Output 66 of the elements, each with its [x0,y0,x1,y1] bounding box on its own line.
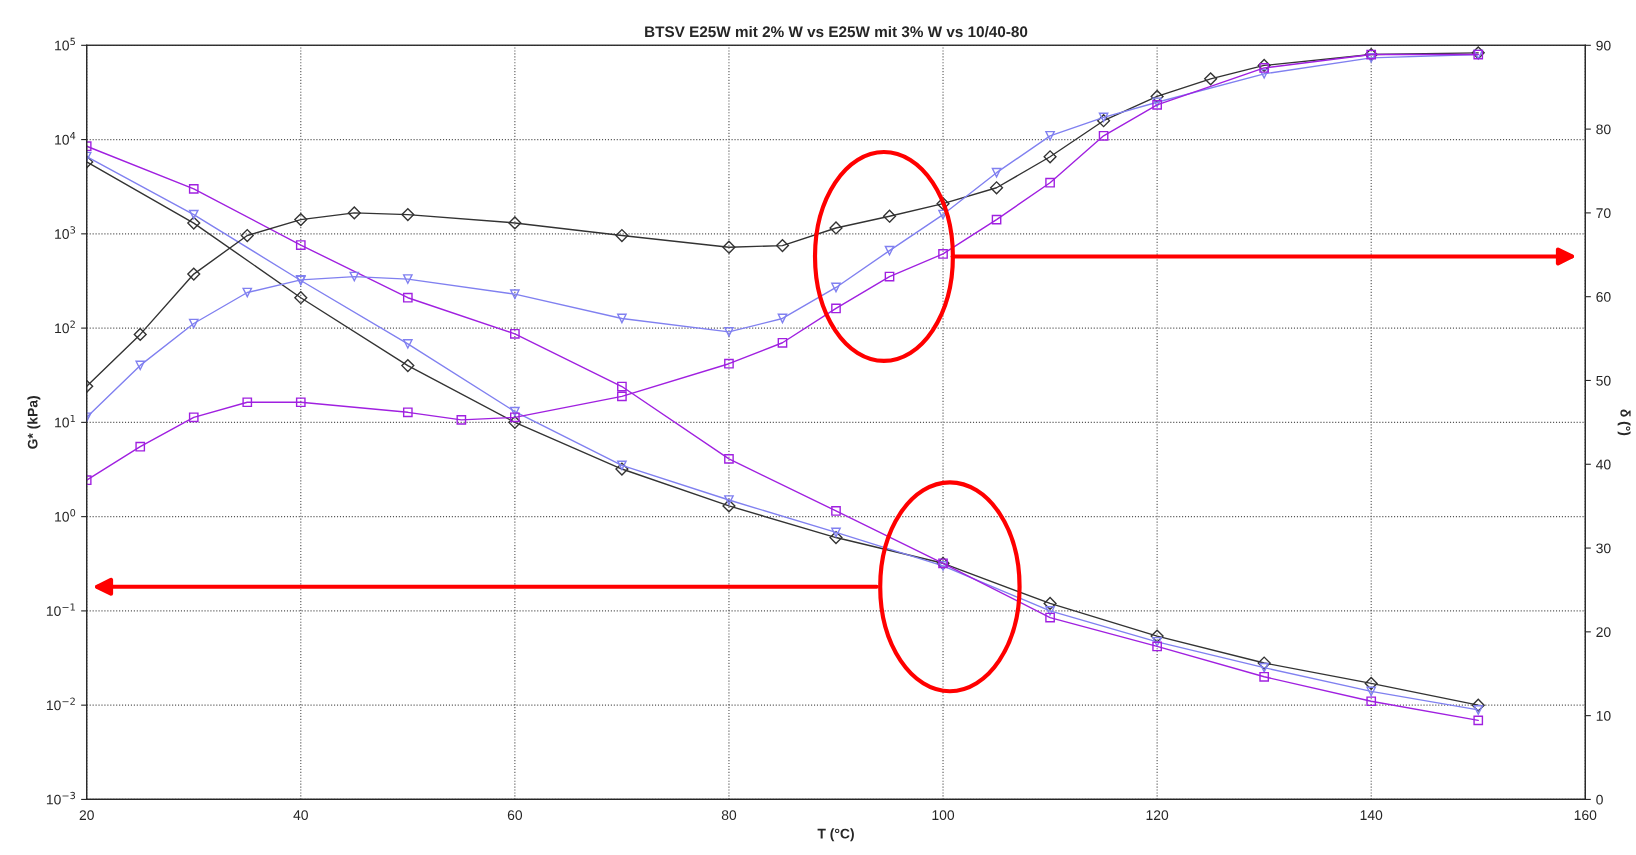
point [510,328,520,339]
point [1045,612,1055,623]
point [1259,671,1270,682]
point [831,527,841,538]
y-tick-label: 10$^{3}$ [55,226,76,239]
point [1257,656,1271,670]
point [294,291,308,305]
x-tick-label: 20 [79,810,94,821]
x-axis-title: T (°C) [817,828,854,842]
point [188,209,199,220]
y2-tick-label: 60 [1596,292,1611,302]
point [1473,715,1484,726]
point [724,454,734,464]
y-tick-label: 10$^{5}$ [55,37,75,51]
y2-tick-label: 20 [1596,627,1611,638]
point [829,530,843,545]
point [1045,606,1055,616]
point [617,460,627,471]
point [187,216,201,230]
y2-tick-label: 0 [1596,794,1603,805]
y-axis-title: G* (kPa) [27,396,41,449]
point [724,495,734,505]
y-tick-label: 10$^{−2}$ [46,697,75,711]
point [1259,662,1270,673]
y2-tick-label: 50 [1596,375,1611,386]
x-tick-label: 100 [932,810,955,821]
y2-tick-label: 30 [1596,543,1611,554]
y2-tick-label: 40 [1596,459,1611,470]
point [617,381,627,392]
point [1152,641,1162,652]
x-tick-label: 160 [1574,810,1597,821]
x-tick-label: 140 [1360,810,1383,821]
y-tick-label: 10$^{4}$ [55,132,76,145]
x-tick-label: 120 [1146,810,1169,821]
point [1366,696,1377,707]
point [508,415,522,429]
y2-tick-label: 10 [1596,710,1611,721]
point [188,184,199,194]
point [615,462,629,476]
y-tick-label: 10$^{1}$ [55,414,75,428]
y-tick-label: 10$^{0}$ [55,509,76,522]
point [1471,698,1485,712]
x-tick-label: 80 [721,810,737,821]
y-tick-label: 10$^{−1}$ [46,603,75,616]
point [1152,636,1162,647]
point [402,339,413,349]
y2-axis-title: δ (°) [1617,409,1631,436]
point [831,506,841,516]
point [510,406,520,417]
point [1043,596,1057,611]
point [722,499,736,513]
point [402,292,413,303]
point [1150,629,1164,643]
y2-tick-label: 90 [1596,40,1611,51]
y-tick-label: 10$^{−3}$ [46,791,76,805]
point [1473,705,1484,715]
y2-tick-label: 80 [1596,124,1611,135]
point [295,240,306,250]
y-tick-label: 10$^{2}$ [55,320,75,334]
x-tick-label: 40 [293,810,308,821]
point [1366,686,1377,697]
point [401,359,415,373]
x-tick-label: 60 [507,810,523,821]
point [1364,676,1378,691]
y2-tick-label: 70 [1596,208,1611,219]
chart-title: BTSV E25W mit 2% W vs E25W mit 3% W vs 10/40-80 [645,25,1028,38]
